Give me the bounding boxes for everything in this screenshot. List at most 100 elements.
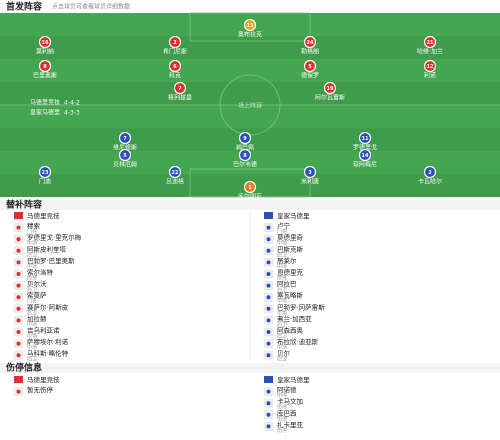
player-number: 5	[308, 64, 312, 70]
player-number: 22	[172, 170, 179, 176]
home-name: 马德里竞技	[30, 99, 60, 107]
player-name: 门迪	[39, 178, 51, 186]
name: 卢宁	[277, 221, 291, 230]
player-name: 维尼修斯	[113, 144, 137, 152]
avatar-dot	[16, 389, 21, 394]
pos: 前锋	[27, 275, 37, 282]
pos: 伤停	[277, 427, 287, 434]
avatar-dot	[16, 318, 21, 323]
badge	[423, 35, 437, 49]
badge	[238, 148, 252, 162]
badge	[168, 35, 182, 49]
player-number: 1	[248, 185, 252, 191]
pos: 门将	[277, 228, 287, 235]
name: 弗兰·加西亚	[277, 314, 312, 323]
avatar-dot	[266, 237, 271, 242]
player-number: 7	[123, 136, 127, 142]
badge	[168, 165, 182, 179]
badge	[173, 81, 187, 95]
avatar-dot	[266, 248, 271, 253]
badge	[38, 59, 52, 73]
player-name: 卡瓦哈尔	[418, 178, 442, 186]
player-number: 8	[43, 64, 47, 70]
avatar-dot	[266, 283, 271, 288]
name: 索莫萨	[27, 291, 47, 300]
player-number: 23	[42, 170, 49, 176]
name: 暂无伤停	[27, 385, 54, 394]
name: 巴勃罗·冈萨雷斯	[277, 302, 325, 311]
name: 卡马文加	[277, 397, 303, 406]
pos: 伤停	[277, 392, 287, 399]
badge	[243, 180, 257, 194]
player-name: 勒格朗	[301, 48, 319, 56]
away-formation: 4-3-3	[64, 110, 80, 117]
subs-bar	[0, 200, 500, 210]
player-number: 24	[307, 40, 314, 46]
subtitle: 点击球员可查看球员详细数据	[52, 3, 130, 11]
pos: 中场	[277, 344, 287, 351]
avatar-dot	[266, 389, 271, 394]
pos: 伤停	[277, 415, 287, 422]
pos: 后卫	[277, 251, 287, 258]
player-name: 奥布拉克	[238, 31, 262, 39]
name: 巴斯克斯	[277, 244, 304, 253]
badge	[118, 131, 132, 145]
pos: 中场	[277, 263, 287, 270]
avatar-dot	[16, 295, 21, 300]
team-logo	[14, 212, 23, 219]
pos: 后卫	[27, 286, 37, 293]
badge	[303, 165, 317, 179]
badge	[168, 59, 182, 73]
pos: 后卫	[277, 356, 287, 363]
player-name: 莫利纳	[36, 48, 54, 56]
team-name: 皇家马德里	[277, 375, 310, 384]
player-number: 2	[428, 170, 432, 176]
pos: 中场	[27, 321, 37, 328]
team-name: 皇家马德里	[277, 211, 310, 220]
pos: 中场	[27, 263, 37, 270]
name: 布拉欣·迪亚斯	[277, 337, 319, 346]
name: 阿拉巴	[277, 279, 297, 288]
team-name: 马德里竞技	[27, 211, 60, 220]
away-name: 皇家马德里	[30, 109, 60, 117]
home-formation: 4-4-2	[64, 100, 80, 107]
subs-title: 替补阵容	[6, 199, 42, 211]
player-number: 2	[173, 40, 177, 46]
avatar-dot	[266, 424, 271, 429]
title: 首发阵容	[6, 1, 42, 13]
player-name: 利诺	[424, 72, 436, 80]
avatar-dot	[16, 225, 21, 230]
avatar-dot	[16, 353, 21, 358]
player-number: 13	[247, 23, 254, 29]
name: 巴勃罗·巴里奥斯	[27, 256, 75, 265]
pos: 后卫	[27, 251, 37, 258]
badge	[358, 131, 372, 145]
name: 穆索	[27, 221, 41, 230]
team-logo	[264, 212, 273, 219]
avatar-dot	[266, 225, 271, 230]
name: 居莱尔	[277, 256, 297, 265]
pos: 中场	[27, 240, 37, 247]
badge	[323, 81, 337, 95]
badge	[118, 148, 132, 162]
name: 罗德里戈·里克尔梅	[27, 233, 82, 242]
player-number: 9	[243, 136, 247, 142]
name: 阿斯皮利奎塔	[27, 244, 67, 253]
avatar-dot	[266, 318, 271, 323]
inj-title: 伤停信息	[5, 362, 42, 374]
badge	[423, 59, 437, 73]
avatar-dot	[16, 306, 21, 311]
player-number: 12	[427, 64, 434, 70]
avatar-dot	[16, 272, 21, 276]
player-name: 巴尔韦德	[233, 161, 257, 169]
team-logo	[14, 376, 23, 383]
player-name: 哈维·加兰	[417, 48, 443, 56]
inj-bar	[0, 363, 500, 373]
pos: 后卫	[27, 356, 37, 363]
pos: 后卫	[277, 286, 287, 293]
badge	[38, 35, 52, 49]
player-number: 14	[362, 153, 369, 159]
name: 萨穆埃尔·利诺	[27, 337, 69, 346]
player-name: 库尔图瓦	[238, 193, 262, 201]
